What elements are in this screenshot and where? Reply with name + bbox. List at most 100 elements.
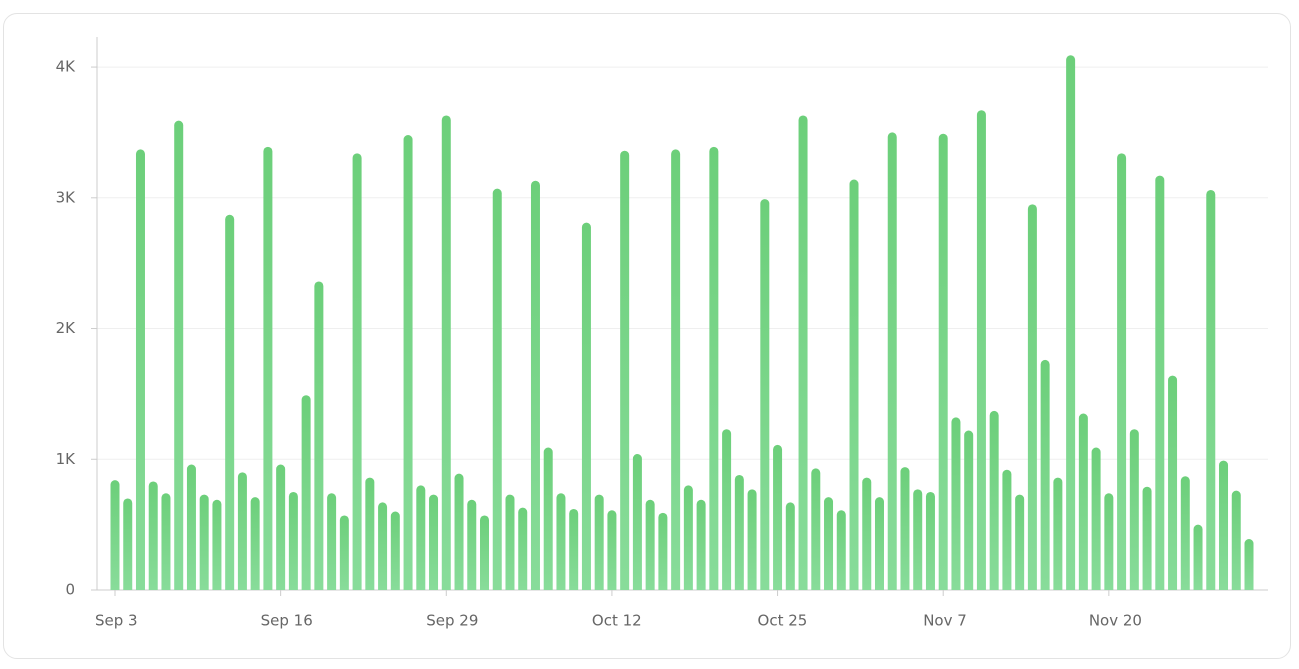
x-tick-label: Sep 3	[95, 612, 138, 630]
x-tick-label: Sep 29	[426, 612, 478, 630]
bar	[620, 150, 630, 590]
bar	[722, 429, 732, 590]
bar	[543, 447, 553, 590]
bar	[824, 497, 834, 590]
bar	[887, 132, 897, 590]
bar	[365, 477, 375, 590]
bar	[123, 498, 133, 590]
bar	[785, 502, 795, 590]
bar	[429, 494, 439, 590]
bar	[773, 444, 783, 590]
bar	[378, 502, 388, 590]
bar	[1040, 359, 1050, 590]
x-tick-label: Oct 12	[592, 612, 642, 630]
bar	[1002, 469, 1012, 590]
bar	[632, 454, 642, 590]
bar	[263, 146, 273, 590]
bar	[492, 188, 502, 590]
bar	[658, 512, 668, 590]
bar	[225, 214, 235, 590]
bar	[1193, 524, 1203, 590]
bar	[314, 281, 324, 590]
bar	[964, 430, 974, 590]
bar	[645, 499, 655, 590]
bar	[760, 199, 770, 590]
bar	[1117, 153, 1127, 591]
bar	[454, 473, 464, 590]
bar	[874, 497, 884, 590]
y-tick-label: 0	[65, 581, 75, 599]
bar	[212, 499, 222, 590]
bar	[709, 146, 719, 590]
bar	[594, 494, 604, 590]
bar	[518, 507, 528, 590]
y-tick-label: 1K	[56, 450, 77, 468]
y-tick-label: 2K	[56, 319, 77, 337]
bar	[148, 481, 158, 590]
bar	[1053, 477, 1063, 590]
bar	[403, 135, 413, 590]
bar	[811, 468, 821, 590]
bar	[161, 493, 171, 590]
bar	[862, 477, 872, 590]
bar	[467, 499, 477, 590]
bar	[250, 497, 260, 590]
bar	[607, 510, 617, 590]
bar	[581, 222, 591, 590]
bar	[276, 464, 286, 590]
bar	[441, 115, 451, 590]
bar	[951, 417, 961, 590]
bar	[199, 494, 209, 590]
bar	[1168, 375, 1178, 590]
bar	[1155, 175, 1165, 590]
bar	[1231, 490, 1241, 590]
bar	[288, 491, 298, 590]
y-tick-label: 4K	[56, 58, 77, 76]
bar	[569, 508, 579, 590]
bar	[849, 179, 859, 590]
bar	[938, 133, 948, 590]
bar	[696, 499, 706, 590]
x-tick-label: Sep 16	[261, 612, 313, 630]
bar	[1219, 460, 1229, 590]
bar	[1206, 189, 1216, 590]
bar	[110, 480, 120, 590]
bar	[390, 511, 400, 590]
bar	[339, 515, 349, 590]
bar	[1078, 413, 1088, 590]
bar	[900, 467, 910, 590]
bar	[186, 464, 196, 590]
bar	[416, 485, 426, 590]
bar	[1027, 204, 1037, 590]
bar	[237, 472, 247, 590]
bar	[135, 149, 145, 590]
bar	[327, 493, 337, 590]
bar	[1091, 447, 1101, 590]
bar	[1244, 539, 1254, 590]
bar	[1015, 494, 1025, 590]
bar	[505, 494, 515, 590]
bar	[836, 510, 846, 590]
bar	[352, 153, 362, 591]
bar	[1066, 55, 1076, 590]
x-tick-label: Nov 7	[923, 612, 967, 630]
x-tick-label: Nov 20	[1089, 612, 1142, 630]
bar	[174, 120, 184, 590]
bar	[976, 110, 986, 591]
bar	[1104, 493, 1114, 590]
bar	[989, 410, 999, 590]
bar	[1129, 429, 1139, 590]
bar	[747, 489, 757, 590]
y-tick-label: 3K	[56, 188, 77, 206]
bar	[925, 491, 935, 590]
bar	[671, 149, 681, 590]
bar	[1142, 486, 1152, 590]
bar	[734, 474, 744, 590]
bar	[530, 180, 540, 590]
bar	[913, 489, 923, 590]
bar	[556, 493, 566, 590]
bar	[798, 115, 808, 590]
card	[3, 13, 1291, 659]
